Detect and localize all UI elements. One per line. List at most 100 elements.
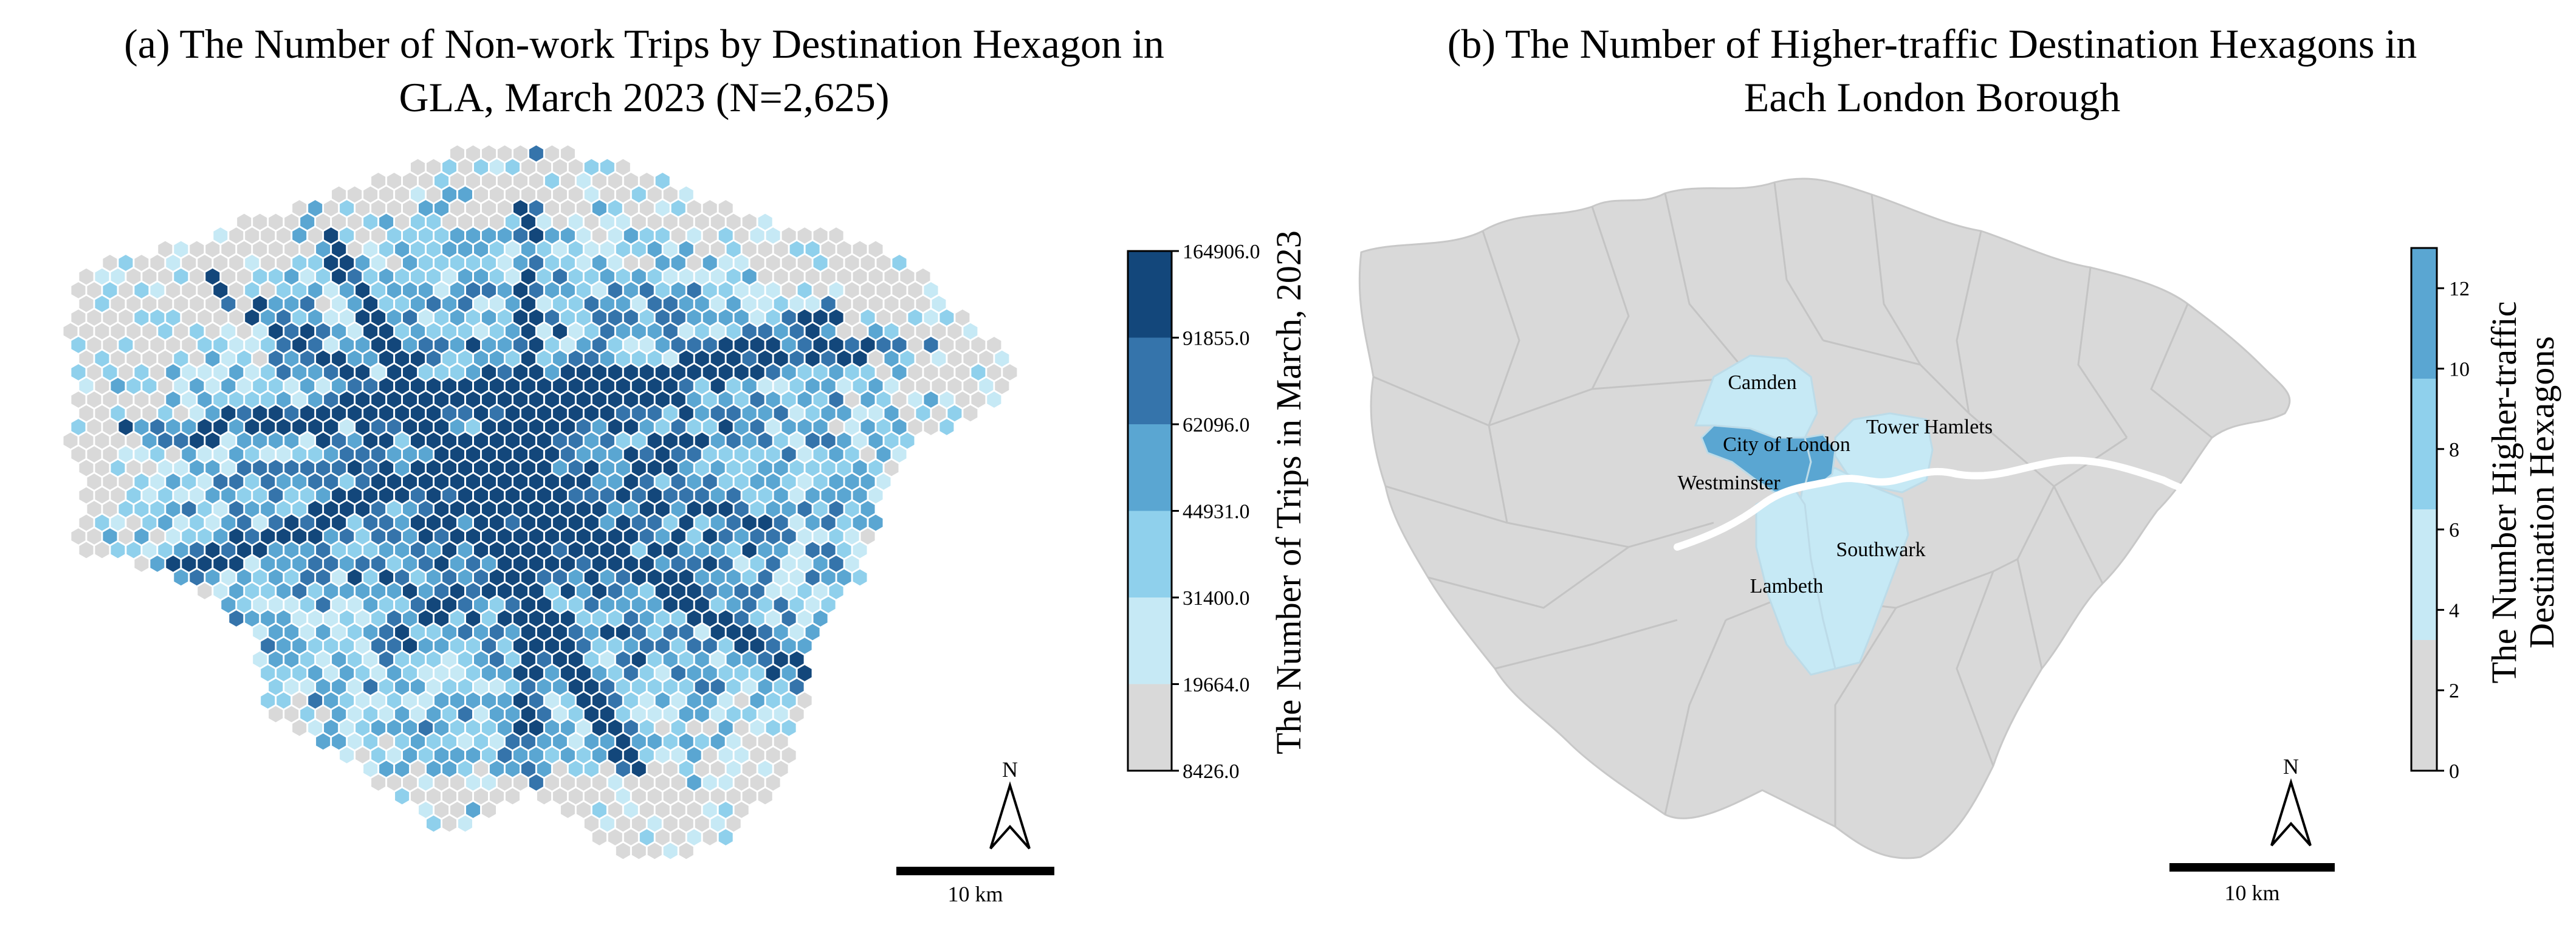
- hexagon-cell: [710, 295, 726, 313]
- hexagon-cell: [181, 554, 197, 573]
- hexagon-cell: [323, 527, 339, 546]
- hexagon-cell: [425, 623, 442, 641]
- hexagon-cell: [417, 773, 434, 792]
- hexagon-cell: [465, 773, 481, 792]
- hexagon-cell: [647, 678, 663, 696]
- hexagon-cell: [615, 377, 631, 395]
- hexagon-cell: [402, 390, 418, 409]
- hexagon-cell: [260, 527, 276, 546]
- hexagon-cell: [520, 158, 537, 176]
- hexagon-cell: [536, 787, 552, 805]
- hexagon-cell: [205, 404, 221, 422]
- hexagon-cell: [315, 267, 331, 286]
- hexagon-cell: [284, 514, 300, 532]
- hexagon-cell: [338, 746, 355, 765]
- hexagon-cell: [189, 240, 205, 258]
- hexagon-cell: [370, 636, 386, 655]
- hexagon-cell: [433, 199, 450, 218]
- hexagon-cell: [631, 705, 647, 723]
- hexagon-cell: [173, 404, 189, 422]
- hexagon-cell: [654, 527, 671, 546]
- hexagon-cell: [221, 596, 236, 614]
- hexagon-cell: [828, 226, 844, 245]
- hexagon-cell: [394, 787, 410, 805]
- hexagon-cell: [473, 404, 489, 422]
- hexagon-cell: [686, 336, 702, 354]
- hexagon-cell: [678, 432, 695, 450]
- hexagon-cell: [449, 500, 465, 518]
- hexagon-cell: [496, 527, 513, 546]
- hexagon-cell: [433, 582, 450, 601]
- hexagon-cell: [386, 390, 402, 409]
- hexagon-cell: [670, 445, 687, 464]
- hexagon-cell: [489, 240, 505, 258]
- hexagon-cell: [726, 760, 741, 778]
- hexagon-cell: [78, 349, 94, 368]
- hexagon-cell: [915, 404, 931, 422]
- hexagon-cell: [362, 267, 379, 286]
- hexagon-cell: [860, 500, 876, 518]
- hexagon-cell: [252, 514, 268, 532]
- hexagon-cell: [481, 336, 497, 354]
- hexagon-cell: [473, 349, 489, 368]
- hexagon-cell: [394, 760, 410, 778]
- hexagon-cell: [425, 377, 442, 395]
- hexagon-cell: [757, 213, 773, 231]
- hexagon-cell: [300, 514, 315, 532]
- hexagon-cell: [473, 432, 489, 450]
- hexagon-cell: [94, 514, 110, 532]
- hexagon-cell: [852, 322, 868, 340]
- hexagon-cell: [86, 363, 102, 382]
- hexagon-cell: [718, 609, 733, 628]
- hexagon-cell: [520, 185, 537, 204]
- hexagon-cell: [544, 527, 560, 546]
- hexagon-cell: [599, 623, 616, 641]
- colorbar-a-tick-label: 62096.0: [1183, 414, 1250, 436]
- hexagon-cell: [433, 664, 450, 683]
- hexagon-cell: [741, 705, 757, 723]
- hexagon-cell: [528, 445, 544, 464]
- hexagon-cell: [331, 623, 347, 641]
- hexagon-cell: [710, 322, 726, 340]
- hexagon-cell: [812, 554, 828, 573]
- hexagon-cell: [678, 678, 695, 696]
- hexagon-cell: [733, 609, 749, 628]
- hexagon-cell: [884, 267, 899, 286]
- hexagon-cell: [749, 336, 765, 354]
- hexagon-cell: [378, 213, 394, 231]
- hexagon-cell: [126, 404, 142, 422]
- hexagon-cell: [733, 691, 749, 710]
- hexagon-cell: [197, 527, 213, 546]
- hexagon-cell: [544, 636, 560, 655]
- hexagon-cell: [552, 541, 568, 559]
- hexagon-cell: [710, 650, 726, 669]
- hexagon-cell: [425, 678, 442, 696]
- hexagon-cell: [244, 418, 260, 436]
- hexagon-cell: [797, 636, 812, 655]
- hexagon-cell: [528, 336, 544, 354]
- hexagon-cell: [915, 267, 931, 286]
- hexagon-cell: [410, 678, 426, 696]
- hexagon-cell: [157, 295, 173, 313]
- hexagon-cell: [733, 418, 749, 436]
- hexagon-cell: [449, 554, 465, 573]
- hexagon-cell: [639, 554, 655, 573]
- hexagon-cell: [346, 349, 363, 368]
- hexagon-cell: [797, 609, 812, 628]
- hexagon-cell: [402, 582, 418, 601]
- hexagon-cell: [702, 554, 718, 573]
- hexagon-cell: [828, 336, 844, 354]
- hexagon-cell: [568, 760, 584, 778]
- hexagon-cell: [417, 281, 434, 300]
- hexagon-cell: [425, 705, 442, 723]
- hexagon-cell: [741, 678, 757, 696]
- hexagon-cell: [726, 349, 741, 368]
- hexagon-cell: [599, 596, 616, 614]
- hexagon-cell: [417, 171, 434, 190]
- hexagon-cell: [678, 623, 695, 641]
- hexagon-cell: [978, 349, 994, 368]
- hexagon-cell: [110, 349, 126, 368]
- hexagon-cell: [473, 596, 489, 614]
- hexagon-cell: [378, 760, 394, 778]
- hexagon-cell: [481, 664, 497, 683]
